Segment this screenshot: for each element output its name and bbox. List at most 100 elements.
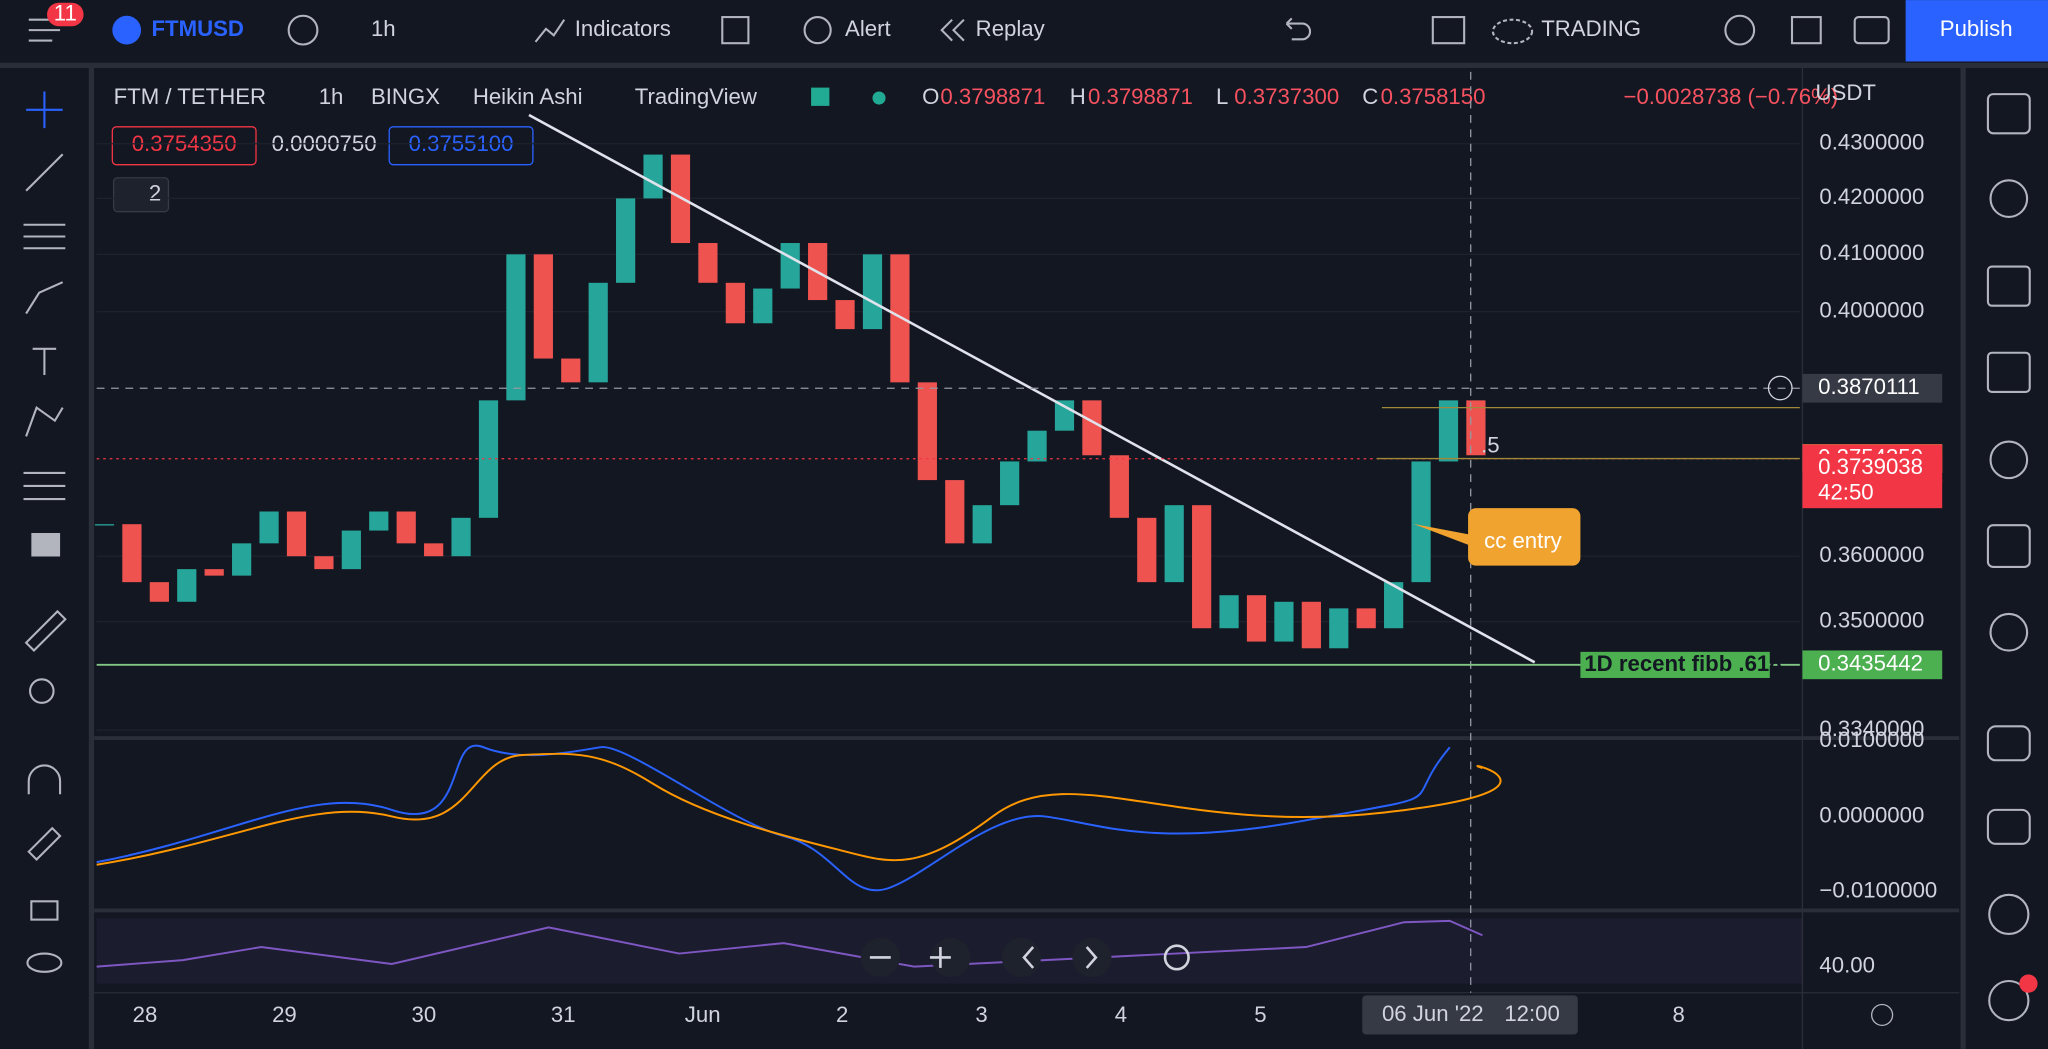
fib-label: 1D recent fibb .618: [1584, 651, 1781, 676]
collapse-count: 2: [149, 181, 161, 206]
publish-label: Publish: [1940, 16, 2013, 41]
legend-text: 1h: [319, 84, 344, 109]
candle: [1192, 505, 1212, 629]
x-tick-label: 29: [272, 1002, 297, 1027]
candle: [1329, 608, 1349, 649]
fullscreen[interactable]: [1790, 16, 1822, 45]
x-tick-label: 4: [1115, 1002, 1127, 1027]
candle: [780, 243, 800, 289]
badge: [47, 2, 84, 27]
ask-box: [388, 126, 534, 166]
candle: [588, 282, 608, 383]
bid-box: [111, 126, 257, 166]
x-tick-label: 3: [975, 1002, 987, 1027]
ohlc: −0.0028738 (−0.76%): [1624, 84, 1839, 109]
prev-close-bg: [1802, 453, 1943, 483]
zoom-control[interactable]: [1001, 937, 1041, 978]
prev-close: 0.3739038: [1818, 454, 1923, 479]
candle: [1027, 430, 1047, 462]
candle: [341, 530, 361, 570]
interval[interactable]: 1h: [371, 16, 396, 41]
x-tick-label: 31: [551, 1002, 576, 1027]
ohlc: 0.3798871: [940, 84, 1045, 109]
right-sidebar: [1986, 93, 2038, 1022]
ohlc: 0.3758150: [1381, 84, 1486, 109]
macd-tick-label: −0.0100000: [1819, 877, 1937, 902]
candle: [1137, 517, 1157, 583]
market-status: [872, 91, 886, 105]
candle: [1246, 595, 1267, 642]
legend-text: FTM / TETHER: [114, 84, 266, 109]
replay[interactable]: Replay: [976, 16, 1046, 41]
macd-tick-label: 0.0100000: [1819, 727, 1924, 752]
candle: [1164, 505, 1184, 583]
candle: [451, 517, 471, 557]
screenshot[interactable]: [1853, 16, 1890, 45]
y-tick-label: 0.4300000: [1819, 130, 1924, 155]
candle: [835, 300, 855, 330]
ohlc: O: [922, 84, 939, 109]
candle: [533, 254, 553, 359]
symbol[interactable]: FTMUSD: [152, 16, 244, 41]
candle: [917, 382, 937, 481]
candle: [1438, 400, 1459, 462]
signal-line: [96, 752, 1502, 866]
candle: [725, 282, 745, 324]
indicators[interactable]: Indicators: [575, 16, 671, 41]
x-tick-label: 2: [836, 1002, 848, 1027]
candle: [1411, 461, 1431, 583]
fib-label-bg: [1580, 651, 1770, 678]
add-alert: [1767, 375, 1793, 401]
crosshair-time: 12:00: [1504, 1001, 1560, 1026]
candle: [122, 524, 142, 583]
note-text: cc entry: [1484, 528, 1563, 553]
candle: [1054, 400, 1075, 431]
ohlc: C: [1362, 84, 1378, 109]
macd-tick-label: 0.0000000: [1819, 802, 1924, 827]
countdown: 42:50: [1818, 480, 1874, 505]
candle: [232, 543, 252, 576]
candle: [149, 582, 169, 602]
layout-select[interactable]: [1431, 16, 1466, 45]
ohlc: 0.3798871: [1088, 84, 1193, 109]
crosshair-price: 0.3870111: [1818, 374, 1920, 399]
axis-settings[interactable]: [1871, 1003, 1894, 1027]
rsi-tick-label: 40.00: [1819, 952, 1875, 977]
templates[interactable]: [721, 16, 750, 45]
candle: [177, 569, 197, 602]
alert[interactable]: Alert: [845, 16, 891, 41]
candle: [1356, 608, 1376, 629]
candle: [698, 243, 718, 283]
candle: [616, 198, 636, 283]
badge-count: 11: [54, 0, 77, 25]
candle: [1219, 595, 1239, 629]
y-tick-label: 0.4000000: [1819, 297, 1924, 322]
zoom-control[interactable]: [1072, 937, 1112, 978]
candle: [1109, 455, 1129, 518]
x-tick-label: 5: [1254, 1002, 1266, 1027]
candle: [396, 511, 416, 544]
settings[interactable]: [1724, 14, 1756, 46]
note-callout: [1413, 508, 1581, 566]
y-tick-label: 0.3340000: [1819, 716, 1924, 741]
candle: [1000, 461, 1020, 506]
candle: [1384, 582, 1404, 629]
currency: USDT: [1816, 80, 1877, 105]
undo[interactable]: [1285, 17, 1312, 41]
layout-name[interactable]: TRADING: [1541, 16, 1641, 41]
fib-price: 0.3435442: [1818, 651, 1923, 676]
y-tick-label: 0.4100000: [1819, 240, 1924, 265]
fib-price-bg: [1802, 650, 1943, 680]
publish-button[interactable]: [1905, 0, 2048, 62]
fib-level-label: .5: [1481, 433, 1500, 458]
collapse-box: [112, 177, 170, 213]
add-symbol[interactable]: [287, 14, 319, 46]
candle: [972, 505, 992, 544]
crosshair-price-bg: [1802, 373, 1943, 403]
crosshair-date: 06 Jun '22: [1382, 1001, 1484, 1026]
drawing-toolbar: [23, 91, 67, 973]
candle: [1466, 400, 1486, 456]
ohlc: L: [1216, 84, 1228, 109]
